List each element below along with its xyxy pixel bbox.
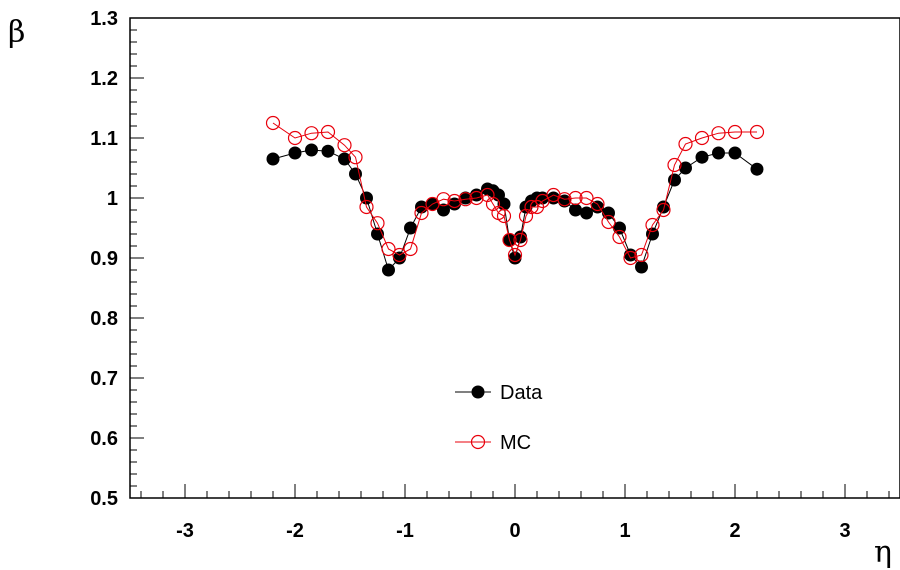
y-tick-label: 0.9 [90,248,118,270]
legend-mc-marker [470,434,486,450]
data-point [656,202,671,218]
x-tick-label: -2 [286,520,304,542]
data-point [266,152,280,166]
data-point [359,199,374,215]
data-point [265,115,281,131]
data-point [496,208,512,224]
x-tick-label: 3 [839,520,850,542]
data-point [403,241,418,257]
data-point [404,221,417,235]
x-tick-label: 2 [729,520,740,542]
data-point [513,232,528,248]
legend-data-label: Data [500,382,543,404]
series-layer [265,115,765,277]
data-point [727,124,743,140]
data-point [321,144,335,158]
data-point [679,161,692,175]
legend-mc-label: MC [500,432,531,454]
data-point [288,146,302,160]
series-mc [265,115,765,266]
data-point [601,214,616,230]
data-point [678,136,693,152]
y-axis-title: β [8,15,25,50]
y-tick-label: 1.1 [90,128,118,150]
data-point [305,143,318,157]
data-point [469,190,484,206]
data-point [750,162,764,176]
y-tick-label: 1.2 [90,68,118,90]
legend-data-marker [471,385,485,399]
data-point [458,192,473,207]
data-point [414,205,429,221]
data-point [579,190,594,206]
x-tick-label: -3 [176,520,194,542]
x-tick-label: 1 [619,520,630,542]
data-point [568,190,583,206]
data-point [338,152,351,166]
data-point [337,138,352,153]
data-point [557,192,572,207]
data-point [381,241,396,257]
legend: Data MC [455,382,543,454]
data-point [508,251,522,265]
data-point [569,203,582,217]
y-tick-label: 0.6 [90,428,118,450]
data-point [712,146,725,160]
data-point [667,157,682,173]
data-point [392,247,407,263]
series-line [272,122,757,259]
data-point [711,126,726,141]
data-point [694,130,710,146]
data-point [634,247,649,263]
data-point [437,203,450,217]
data-point [612,229,627,245]
data-point [623,250,638,266]
data-point [447,193,462,209]
data-point [436,192,451,207]
data-point [580,206,593,220]
x-axis-title: η [874,535,892,570]
data-point [370,216,385,231]
data-point [728,146,742,160]
y-tick-label: 1 [107,188,118,210]
data-point [304,126,319,141]
data-point [507,247,523,263]
y-tick-label: 0.5 [90,488,118,510]
data-point [535,193,550,209]
data-point [459,191,472,205]
x-tick-label: -1 [396,520,414,542]
data-point [382,263,395,277]
data-point [749,124,765,140]
y-tick-label: 0.7 [90,368,118,390]
tick-labels: -3 -2 -1 0 1 2 3 0.5 0.6 0.7 0.8 0.9 1 1.1 1.2 1.3 [90,8,850,542]
data-point [502,232,517,248]
data-point [320,124,336,140]
data-point [524,199,539,215]
y-tick-label: 0.8 [90,308,118,330]
data-point [657,200,670,214]
data-point [348,150,363,165]
data-point [695,150,709,164]
data-point [287,130,303,146]
data-point [393,251,406,265]
x-tick-label: 0 [509,520,520,542]
y-tick-label: 1.3 [90,8,118,30]
ticks [130,17,890,499]
data-point [590,196,605,212]
data-point [635,260,648,274]
data-point [645,217,660,233]
